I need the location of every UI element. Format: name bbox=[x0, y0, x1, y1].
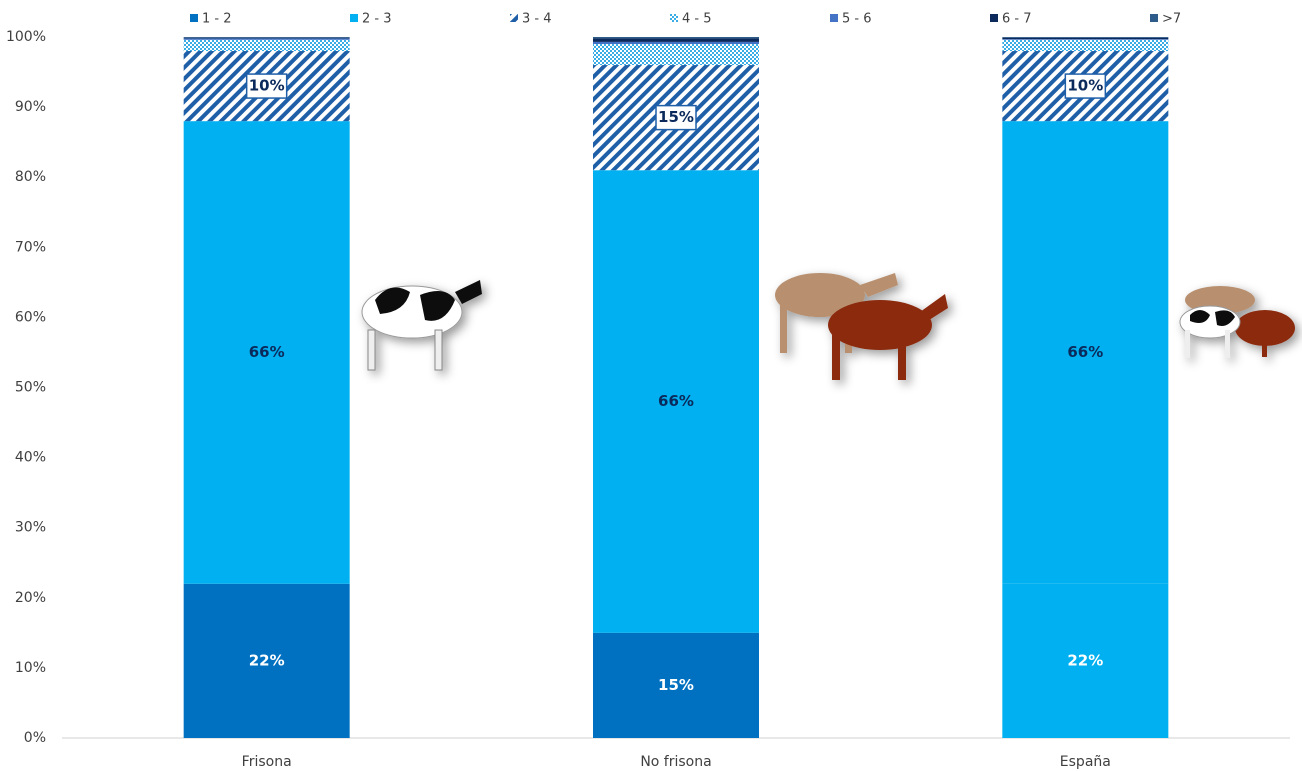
y-tick-label: 60% bbox=[15, 309, 46, 325]
cow-mixed bbox=[1179, 286, 1295, 358]
y-tick-label: 80% bbox=[15, 169, 46, 185]
value-label: 66% bbox=[658, 392, 694, 410]
bar-segment bbox=[1002, 39, 1169, 52]
legend-label: 3 - 4 bbox=[522, 12, 552, 27]
y-tick-label: 40% bbox=[15, 450, 46, 466]
legend-label: 4 - 5 bbox=[682, 12, 712, 27]
legend-label: >7 bbox=[1162, 12, 1181, 27]
bar-segment bbox=[593, 44, 759, 66]
value-label: 10% bbox=[1067, 77, 1103, 95]
y-tick-label: 10% bbox=[15, 660, 46, 676]
label-box bbox=[245, 73, 288, 99]
legend-swatch bbox=[670, 14, 678, 22]
bar-segment bbox=[593, 37, 759, 39]
legend-swatch bbox=[350, 14, 358, 22]
legend-swatch bbox=[990, 14, 998, 22]
bar-segment bbox=[593, 41, 759, 45]
y-tick-label: 20% bbox=[15, 590, 46, 606]
cow-holstein bbox=[361, 280, 482, 371]
y-tick-label: 90% bbox=[15, 99, 46, 115]
bar-segment bbox=[1002, 37, 1169, 38]
legend-label: 5 - 6 bbox=[842, 12, 872, 27]
bar-segment bbox=[1002, 583, 1169, 738]
value-label: 15% bbox=[658, 108, 694, 126]
bar-segment bbox=[1002, 121, 1169, 584]
legend-swatch bbox=[1150, 14, 1158, 22]
legend-label: 1 - 2 bbox=[202, 12, 232, 27]
legend-label: 6 - 7 bbox=[1002, 12, 1032, 27]
legend-swatch bbox=[190, 14, 198, 22]
legend-swatch bbox=[510, 14, 518, 22]
bar-segment bbox=[183, 38, 350, 40]
value-label: 22% bbox=[1067, 651, 1103, 669]
y-tick-label: 100% bbox=[6, 29, 46, 45]
bar-segment bbox=[183, 37, 350, 38]
value-label: 66% bbox=[1067, 343, 1103, 361]
value-label: 66% bbox=[249, 343, 285, 361]
y-tick-label: 0% bbox=[24, 730, 46, 746]
value-label: 15% bbox=[658, 676, 694, 694]
y-tick-label: 50% bbox=[15, 380, 46, 396]
label-box bbox=[1064, 73, 1107, 99]
y-tick-label: 70% bbox=[15, 239, 46, 255]
x-tick-label: Frisona bbox=[242, 754, 292, 770]
bar-segment bbox=[183, 583, 350, 738]
bar-segment bbox=[183, 121, 350, 584]
value-label: 10% bbox=[249, 77, 285, 95]
legend-label: 2 - 3 bbox=[362, 12, 392, 27]
bar-segment bbox=[593, 632, 759, 738]
value-label: 22% bbox=[249, 651, 285, 669]
bar-segment bbox=[183, 37, 350, 39]
label-box bbox=[655, 104, 697, 131]
bar-segment bbox=[183, 39, 350, 52]
x-tick-label: No frisona bbox=[640, 754, 711, 770]
cow-brown bbox=[775, 273, 948, 380]
legend-swatch bbox=[830, 14, 838, 22]
bar-segment bbox=[1002, 37, 1169, 40]
bar-segment bbox=[593, 38, 759, 42]
bar-segment bbox=[593, 170, 759, 633]
y-tick-label: 30% bbox=[15, 520, 46, 536]
x-tick-label: España bbox=[1060, 754, 1111, 770]
bar-segment bbox=[1002, 39, 1169, 40]
